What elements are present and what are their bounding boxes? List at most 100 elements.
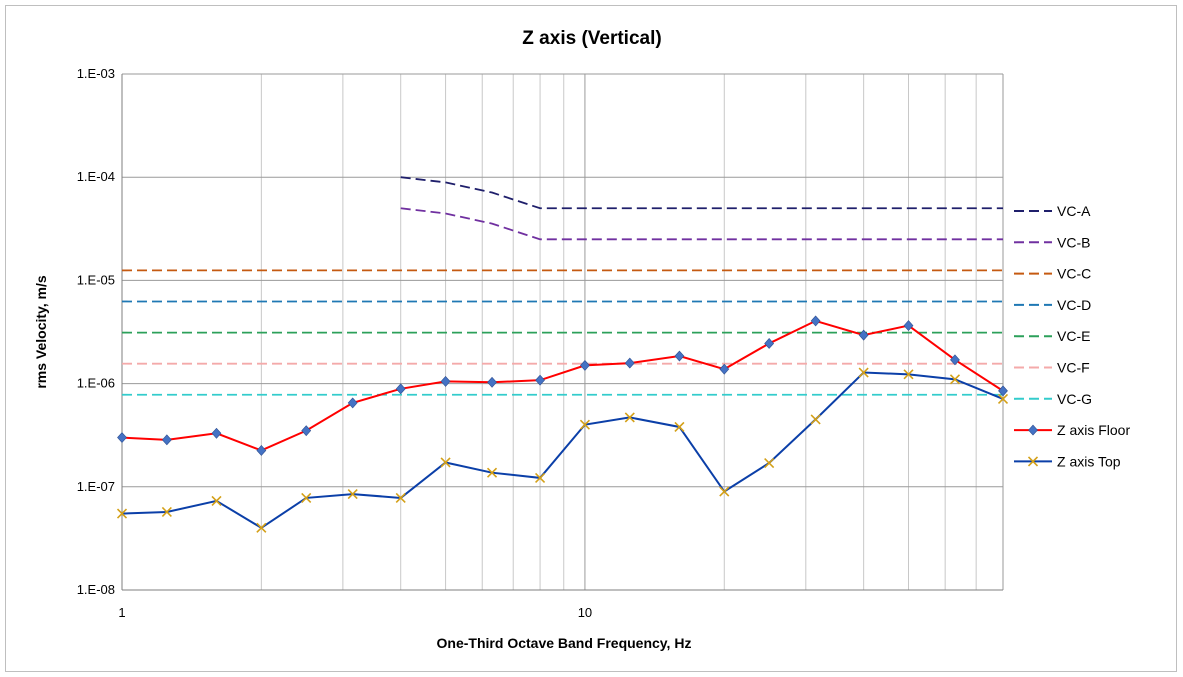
legend-item-vc-a: VC-A (1014, 203, 1091, 219)
legend-item-z-axis-floor: Z axis Floor (1014, 422, 1130, 438)
series-layer (116, 176, 1009, 533)
data-point-z-axis-top (810, 414, 821, 425)
data-point-z-axis-floor (301, 425, 312, 437)
legend-label-vc-a: VC-A (1057, 203, 1091, 219)
x-tick-label: 1 (118, 605, 125, 620)
data-point-z-axis-top-stroke (347, 489, 358, 500)
data-point-z-axis-top (579, 419, 590, 430)
data-point-z-axis-top (674, 421, 685, 433)
legend-label-vc-g: VC-G (1057, 391, 1092, 407)
data-point-z-axis-top-stroke (674, 421, 685, 433)
data-point-z-axis-top-stroke (949, 374, 961, 385)
data-point-z-axis-top (347, 489, 358, 500)
data-point-z-axis-top-stroke (486, 467, 498, 478)
data-point-z-axis-top-stroke (624, 412, 635, 423)
data-point-z-axis-top-stroke (256, 522, 267, 533)
data-point-z-axis-top (719, 486, 730, 497)
data-point-z-axis-top-stroke (810, 414, 821, 425)
data-point-z-axis-floor (117, 432, 127, 444)
data-point-z-axis-floor (211, 427, 222, 439)
legend-item-vc-b: VC-B (1014, 234, 1090, 250)
data-point-z-axis-floor (440, 375, 451, 387)
data-point-z-axis-top (764, 457, 775, 469)
tick-labels: 1.E-03 1.E-04 1.E-05 1.E-06 1.E-07 1.E-081 10 (77, 66, 592, 620)
data-point-z-axis-top (116, 508, 128, 519)
y-axis-label: rms Velocity, m/s (33, 275, 49, 389)
y-tick-label: 1.E-08 (77, 582, 115, 597)
data-point-z-axis-top-stroke (211, 495, 222, 506)
series-line-z-axis-top (121, 371, 1004, 530)
data-point-z-axis-floor (535, 374, 545, 386)
data-point-z-axis-top (161, 506, 172, 518)
data-point-z-axis-top-stroke (535, 472, 546, 483)
data-point-z-axis-floor (764, 337, 775, 349)
data-point-z-axis-top-stroke (719, 486, 730, 497)
series-line-vc-a (400, 176, 1003, 210)
data-point-z-axis-top-stroke (764, 457, 775, 469)
y-tick-label: 1.E-05 (77, 272, 115, 287)
data-point-z-axis-floor (998, 385, 1008, 397)
chart-title: Z axis (Vertical) (522, 28, 661, 49)
data-point-z-axis-top (858, 367, 869, 378)
legend-marker-z-axis-top (1027, 456, 1039, 467)
data-point-z-axis-top (301, 492, 312, 504)
y-tick-label: 1.E-03 (77, 66, 115, 81)
legend-label-vc-c: VC-C (1057, 266, 1091, 282)
data-point-z-axis-floor (347, 397, 358, 409)
data-point-z-axis-top-stroke (858, 367, 869, 378)
legend-label-vc-d: VC-D (1057, 297, 1091, 313)
legend-label-z-axis-top: Z axis Top (1057, 453, 1121, 469)
data-point-z-axis-floor (810, 315, 821, 327)
x-tick-label: 10 (578, 605, 592, 620)
data-point-z-axis-floor (950, 354, 960, 366)
data-point-z-axis-top-stroke (301, 492, 312, 504)
legend-marker-z-axis-top-stroke (1027, 456, 1039, 467)
x-axis-label: One-Third Octave Band Frequency, Hz (437, 635, 692, 651)
plot-grid (121, 73, 1004, 591)
legend-label-vc-b: VC-B (1057, 234, 1090, 250)
legend-item-vc-c: VC-C (1014, 266, 1091, 282)
data-point-z-axis-top-stroke (440, 457, 451, 468)
data-point-z-axis-floor (624, 357, 635, 369)
y-tick-label: 1.E-06 (77, 376, 115, 391)
data-point-z-axis-top (535, 472, 546, 483)
legend: VC-A VC-B VC-C VC-D VC-E VC-F VC-G Z axis Floor… (1014, 203, 1130, 469)
data-point-z-axis-floor (161, 434, 172, 446)
data-point-z-axis-top-stroke (116, 508, 128, 519)
series-line-z-axis-floor (121, 319, 1004, 452)
data-point-z-axis-top-stroke (997, 393, 1009, 405)
series-line-vc-b (400, 207, 1003, 241)
legend-label-z-axis-floor: Z axis Floor (1057, 422, 1130, 438)
chart-frame (5, 5, 1177, 672)
data-point-z-axis-top (395, 492, 406, 504)
data-point-z-axis-top (486, 467, 498, 478)
data-point-z-axis-floor (719, 363, 730, 375)
data-point-z-axis-top (624, 412, 635, 423)
data-point-z-axis-top (903, 369, 914, 380)
data-point-z-axis-top-stroke (579, 419, 590, 430)
data-point-z-axis-floor (487, 376, 497, 388)
data-point-z-axis-top (256, 522, 267, 533)
data-point-z-axis-floor (580, 359, 590, 371)
data-point-z-axis-floor (395, 383, 406, 395)
legend-label-vc-f: VC-F (1057, 360, 1090, 376)
data-point-z-axis-top (997, 393, 1009, 405)
legend-item-vc-g: VC-G (1014, 391, 1092, 407)
legend-marker-z-axis-floor (1028, 424, 1038, 436)
data-point-z-axis-floor (674, 350, 685, 362)
data-point-z-axis-top-stroke (395, 492, 406, 504)
data-point-z-axis-floor (256, 445, 267, 456)
data-point-z-axis-top-stroke (903, 369, 914, 380)
y-tick-label: 1.E-04 (77, 169, 115, 184)
data-point-z-axis-floor (858, 329, 869, 341)
legend-item-vc-e: VC-E (1014, 328, 1090, 344)
data-point-z-axis-top (949, 374, 961, 385)
data-point-z-axis-top (440, 457, 451, 468)
legend-item-vc-d: VC-D (1014, 297, 1091, 313)
legend-item-vc-f: VC-F (1014, 360, 1090, 376)
legend-label-vc-e: VC-E (1057, 328, 1090, 344)
data-point-z-axis-top-stroke (161, 506, 172, 518)
data-point-z-axis-top (211, 495, 222, 506)
legend-item-z-axis-top: Z axis Top (1014, 453, 1121, 469)
